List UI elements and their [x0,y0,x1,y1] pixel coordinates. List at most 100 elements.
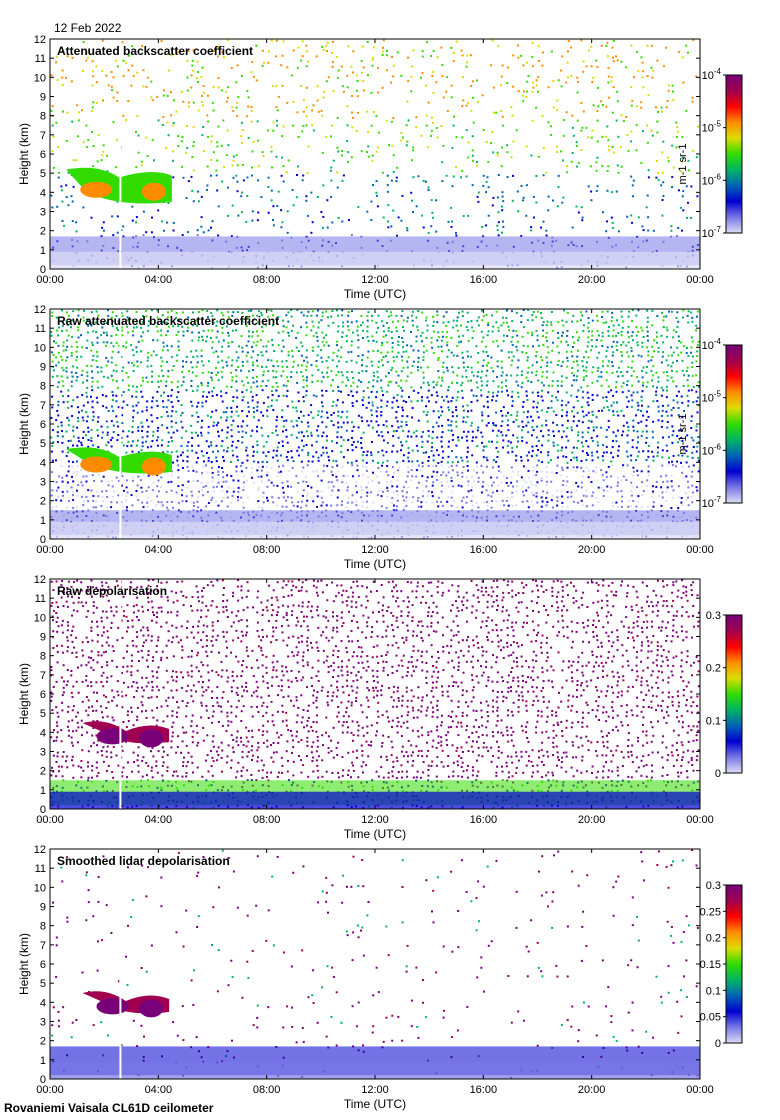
y-tick-label: 8 [40,651,46,663]
y-tick-label: 4 [40,997,46,1009]
x-tick-label: 20:00 [578,274,606,286]
y-tick-label: 12 [34,304,46,316]
data-gap [119,309,122,539]
surface-layer [50,251,700,269]
panel-title: Raw attenuated backscatter coefficient [57,314,279,328]
y-axis-title: Height (km) [17,393,31,455]
x-tick-label: 12:00 [361,274,389,286]
colorbar-tick-exponent: -7 [714,225,722,234]
y-tick-label: 12 [34,574,46,586]
colorbar-tick-label: 10-6 [702,442,722,457]
colorbar-tick-exponent: -6 [714,172,722,181]
x-tick-label: 00:00 [36,274,64,286]
x-tick-label: 20:00 [578,544,606,556]
colorbar-tick-label: 10-7 [702,495,722,510]
station-label: Rovaniemi Vaisala CL61D ceilometer [4,1101,214,1115]
x-axis-title: Time (UTC) [344,1097,406,1111]
colorbar: 0 0.1 0.2 0.3 [706,610,743,780]
colorbar-tick-exponent: -7 [714,495,722,504]
y-tick-label: 0 [40,534,46,546]
colorbar-tick-label: 0.2 [706,663,721,675]
colorbar-tick-label: 10-6 [702,172,722,187]
x-tick-label: 00:00 [36,544,64,556]
y-tick-label: 8 [40,381,46,393]
cloud-core [139,729,164,748]
x-tick-label: 04:00 [145,1084,173,1096]
y-tick-label: 7 [40,130,46,142]
y-tick-label: 9 [40,632,46,644]
y-tick-label: 9 [40,92,46,104]
y-tick-label: 9 [40,362,46,374]
data-gap [119,849,122,1079]
y-tick-label: 3 [40,747,46,759]
y-tick-label: 3 [40,477,46,489]
cloud-core [141,182,166,201]
surface-layer [50,791,700,809]
x-tick-label: 08:00 [253,544,281,556]
x-tick-label: 00:00 [686,274,714,286]
x-tick-label: 16:00 [470,814,498,826]
colorbar-tick-label: 0.1 [706,985,721,997]
y-tick-label: 5 [40,438,46,450]
y-tick-label: 7 [40,940,46,952]
colorbar-bar [725,884,743,1044]
panel-title: Smoothed lidar depolarisation [57,854,230,868]
x-tick-label: 20:00 [578,1084,606,1096]
y-tick-label: 7 [40,670,46,682]
y-tick-label: 7 [40,400,46,412]
y-tick-label: 1 [40,515,46,527]
y-tick-label: 9 [40,902,46,914]
y-tick-label: 6 [40,959,46,971]
colorbar-bar [725,614,743,774]
x-tick-label: 00:00 [686,814,714,826]
x-tick-label: 08:00 [253,814,281,826]
x-tick-label: 08:00 [253,274,281,286]
x-tick-label: 16:00 [470,544,498,556]
colorbar: 0 0.05 0.1 0.15 0.2 0.25 0.3 [700,880,743,1050]
date-label: 12 Feb 2022 [54,21,122,35]
x-tick-label: 00:00 [36,1084,64,1096]
cloud-core [80,456,113,473]
cloud-core [141,457,166,476]
plot-area [50,849,700,1079]
colorbar-tick-label: 10-7 [702,225,722,240]
y-tick-label: 2 [40,1036,46,1048]
y-tick-label: 6 [40,689,46,701]
y-tick-label: 11 [35,863,46,875]
colorbar-tick-exponent: -4 [714,337,722,346]
y-tick-label: 8 [40,921,46,933]
y-tick-label: 4 [40,457,46,469]
plot-area [50,39,700,269]
x-axis-title: Time (UTC) [344,287,406,301]
surface-layer [50,521,700,539]
x-tick-label: 08:00 [253,1084,281,1096]
y-tick-label: 2 [40,496,46,508]
y-tick-label: 5 [40,978,46,990]
cloud-core [139,999,164,1018]
y-tick-label: 1 [40,785,46,797]
colorbar-tick-exponent: -5 [714,390,722,399]
panel-title: Attenuated backscatter coefficient [57,44,253,58]
x-tick-label: 04:00 [145,814,173,826]
y-tick-label: 6 [40,149,46,161]
y-tick-label: 2 [40,766,46,778]
x-tick-label: 12:00 [361,1084,389,1096]
colorbar-tick-exponent: -6 [714,442,722,451]
colorbar-tick-label: 0 [715,768,721,780]
y-tick-label: 2 [40,226,46,238]
y-tick-label: 12 [34,34,46,46]
colorbar-tick-label: 0.25 [700,906,721,918]
colorbar-tick-label: 0.05 [700,1012,721,1024]
colorbar-tick-label: 0.15 [700,959,721,971]
colorbar-tick-label: 10-4 [702,67,722,82]
colorbar-tick-label: 10-5 [702,120,722,135]
data-gap [119,39,122,269]
y-tick-label: 4 [40,187,46,199]
colorbar-tick-label: 0.1 [706,715,721,727]
x-tick-label: 00:00 [686,1084,714,1096]
x-axis-title: Time (UTC) [344,557,406,571]
